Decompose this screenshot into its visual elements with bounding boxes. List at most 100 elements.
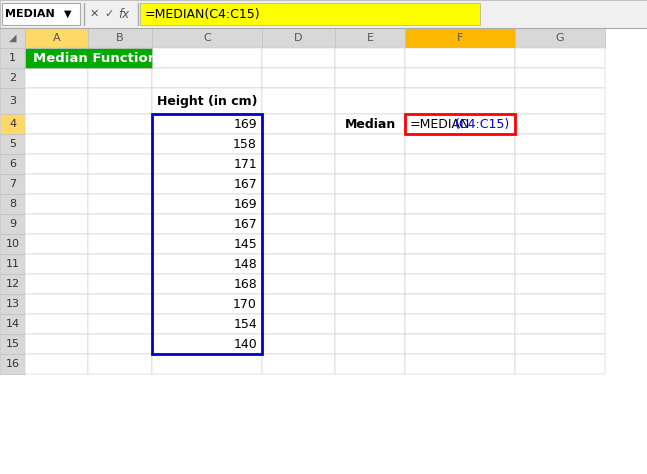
Bar [0,354,25,374]
Bar [0,294,25,314]
Bar [335,48,405,68]
Bar [0,114,25,134]
Text: 13: 13 [6,299,19,309]
Bar [262,294,335,314]
Bar [515,28,605,48]
Text: =MEDIAN(C4:C15): =MEDIAN(C4:C15) [145,8,261,20]
Bar [0,0,647,28]
Text: 15: 15 [6,339,19,349]
Bar [262,28,335,48]
Text: ✓: ✓ [104,9,113,19]
Bar [0,254,25,274]
Text: 7: 7 [9,179,16,189]
Text: 3: 3 [9,96,16,106]
Text: =MEDIAN: =MEDIAN [410,118,470,130]
Bar [0,154,25,174]
Bar [0,274,25,294]
Text: 167: 167 [234,218,257,230]
Bar [88,174,152,194]
Bar [335,274,405,294]
Bar [335,154,405,174]
Text: fx: fx [118,8,129,20]
Text: 4: 4 [9,119,16,129]
Text: 14: 14 [5,319,19,329]
Bar [25,68,88,88]
Bar [152,234,262,254]
Bar [405,354,515,374]
Bar [515,314,605,334]
Bar [515,114,605,134]
Bar [405,274,515,294]
Bar [335,174,405,194]
Bar [88,314,152,334]
Bar [152,294,262,314]
Bar [152,214,262,234]
Bar [25,134,88,154]
Bar [405,194,515,214]
Bar [0,314,25,334]
Bar [405,334,515,354]
Bar [0,234,25,254]
Text: 154: 154 [234,318,257,330]
Bar [335,114,405,134]
Bar [25,194,88,214]
Bar [405,48,515,68]
Bar [515,134,605,154]
Bar [335,194,405,214]
Bar [0,194,25,214]
Bar [405,154,515,174]
Bar [405,114,515,134]
Bar [262,48,335,68]
Bar [515,214,605,234]
Bar [0,88,25,114]
Text: 168: 168 [234,277,257,291]
Bar [152,134,262,154]
Bar [335,68,405,88]
Text: 169: 169 [234,118,257,130]
Bar [262,154,335,174]
Bar [88,48,152,68]
Bar [88,274,152,294]
Text: MEDIAN: MEDIAN [5,9,55,19]
Bar [25,88,88,114]
Bar [405,114,515,134]
Text: 145: 145 [234,237,257,250]
Bar [152,88,262,114]
Bar [262,88,335,114]
Bar [25,254,88,274]
Text: 167: 167 [234,177,257,191]
Bar [25,274,88,294]
Text: E: E [366,33,373,43]
Text: 1: 1 [9,53,16,63]
Bar [25,354,88,374]
Bar [25,334,88,354]
Text: 171: 171 [234,157,257,171]
Bar [335,28,405,48]
Bar [25,28,88,48]
Text: 169: 169 [234,198,257,210]
Bar [0,28,25,48]
Bar [152,114,262,354]
Bar [515,194,605,214]
Bar [262,214,335,234]
Bar [262,274,335,294]
Text: A: A [52,33,60,43]
Bar [152,114,262,134]
Bar [515,174,605,194]
Bar [335,314,405,334]
Text: 8: 8 [9,199,16,209]
Bar [88,134,152,154]
Bar [262,68,335,88]
Text: D: D [294,33,303,43]
Bar [152,334,262,354]
Bar [262,194,335,214]
Bar [25,314,88,334]
Bar [262,174,335,194]
Bar [0,214,25,234]
Text: 5: 5 [9,139,16,149]
Bar [515,88,605,114]
Bar [25,214,88,234]
Bar [262,114,335,134]
Text: 2: 2 [9,73,16,83]
Bar [405,254,515,274]
